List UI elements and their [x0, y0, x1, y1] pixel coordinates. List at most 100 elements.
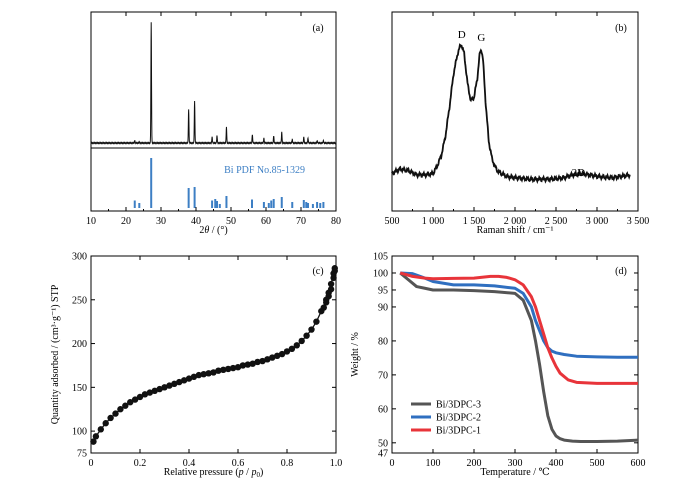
y-tick-label: 300: [72, 252, 87, 263]
isotherm-point: [215, 367, 222, 374]
isotherm-point: [161, 384, 168, 391]
panel-label: (d): [615, 266, 627, 277]
y-tick-label: 80: [378, 336, 388, 347]
x-axis-label: 2θ / (°): [199, 225, 227, 236]
isotherm-point: [131, 396, 139, 403]
panel-label: (c): [312, 266, 323, 277]
isotherm-point: [308, 326, 315, 333]
isotherm-point: [102, 420, 109, 427]
isotherm-point: [90, 438, 97, 445]
tga-series-line: [400, 271, 638, 359]
panel-c: 0 0.2 0.4 0.6 0.8 1.0 75 100 150 200 250 300 Relativ…: [50, 252, 342, 480]
isotherm-point: [303, 332, 310, 339]
isotherm-point: [229, 364, 237, 372]
tga-series-line: [399, 271, 638, 385]
x-tick-label: 0.2: [134, 458, 147, 469]
x-tick-label: 3 000: [586, 216, 609, 227]
isotherm-point: [239, 362, 247, 369]
x-tick-label: 30: [156, 216, 166, 227]
legend-label: Bi/3DPC-1: [436, 426, 481, 437]
x-axis-label-part: / (°): [209, 225, 227, 236]
x-tick-label: 300: [508, 458, 523, 469]
x-tick-label: 50: [226, 216, 236, 227]
isotherm-point: [234, 364, 242, 371]
y-tick-label: 95: [378, 285, 388, 296]
isotherm-point: [151, 387, 158, 395]
x-tick-label: 0: [89, 458, 94, 469]
isotherm-point: [180, 377, 188, 384]
desorption-point: [323, 299, 330, 306]
reference-label: Bi PDF No.85-1329: [224, 165, 305, 176]
x-axis-label-part: /: [244, 467, 252, 478]
plot-frame: [391, 255, 639, 454]
isotherm-point: [107, 414, 114, 422]
x-tick-label: 2 500: [545, 216, 568, 227]
isotherm-point: [92, 433, 100, 440]
y-axis-label: Quantity adsorbed / (cm³·g⁻¹) STP: [50, 284, 61, 424]
isotherm-point: [288, 345, 296, 353]
x-tick-label: 200: [467, 458, 482, 469]
isotherm-point: [195, 371, 202, 379]
isotherm-point: [313, 318, 320, 325]
x-axis-label: Temperature / ℃: [480, 467, 549, 478]
x-axis-label-part: 2: [199, 225, 204, 236]
isotherm-point: [141, 391, 149, 398]
isotherm-point: [117, 406, 124, 413]
isotherm-point: [146, 389, 153, 396]
plot-frame: [90, 11, 337, 212]
desorption-point: [320, 304, 327, 311]
y-tick-label: 150: [72, 383, 87, 394]
panel-label: (a): [312, 23, 323, 34]
peak-label-2d: 2D: [572, 167, 586, 179]
y-tick-label: 47: [378, 449, 388, 460]
desorption-point: [327, 286, 335, 293]
isotherm-point: [205, 370, 212, 377]
isotherm-point: [171, 380, 178, 388]
desorption-point: [325, 293, 332, 300]
x-axis-label-part: Relative pressure (: [164, 467, 240, 478]
isotherm-point: [225, 365, 232, 373]
x-axis-label: Relative pressure (p / p0): [164, 467, 264, 479]
x-axis-label-p: p: [238, 467, 244, 478]
x-tick-label: 70: [296, 216, 306, 227]
isotherm-point: [210, 369, 217, 376]
y-axis-label: Weight / %: [350, 332, 361, 377]
x-tick-label: 20: [121, 216, 131, 227]
x-tick-label: 60: [261, 216, 271, 227]
isotherm-point: [220, 366, 227, 374]
y-tick-label: 105: [373, 252, 388, 263]
isotherm-point: [127, 399, 134, 406]
isotherm-point: [166, 382, 173, 389]
legend-label: Bi/3DPC-2: [436, 413, 481, 424]
isotherm-point: [259, 357, 266, 365]
x-tick-label: 0.4: [183, 458, 196, 469]
isotherm-point: [274, 352, 281, 360]
y-tick-label: 100: [72, 427, 87, 438]
isotherm-point: [264, 356, 271, 363]
isotherm-point: [97, 426, 105, 433]
y-tick-label: 60: [378, 404, 388, 415]
legend-label: Bi/3DPC-3: [436, 400, 481, 411]
x-tick-label: 0.6: [232, 458, 245, 469]
x-tick-label: 1.0: [330, 458, 343, 469]
x-axis-label-sub: 0: [256, 471, 260, 479]
isotherm-point: [249, 360, 256, 367]
x-tick-label: 40: [191, 216, 201, 227]
isotherm-point: [185, 375, 193, 382]
x-axis-label-p0: p: [250, 467, 256, 478]
x-tick-label: 600: [631, 458, 646, 469]
isotherm-point: [293, 342, 300, 349]
panel-b: 500 1 000 1 500 2 000 2 500 3 000 3 500 Raman s…: [385, 11, 650, 236]
isotherm-line: [92, 268, 336, 442]
panel-label: (b): [615, 23, 627, 34]
isotherm-point: [200, 371, 207, 378]
x-tick-label: 500: [590, 458, 605, 469]
y-tick-label: 200: [72, 339, 87, 350]
x-tick-label: 3 500: [627, 216, 650, 227]
y-tick-label: 50: [378, 438, 388, 449]
x-tick-label: 10: [86, 216, 96, 227]
x-axis-label-theta: θ: [204, 225, 209, 236]
isotherm-point: [278, 350, 286, 358]
